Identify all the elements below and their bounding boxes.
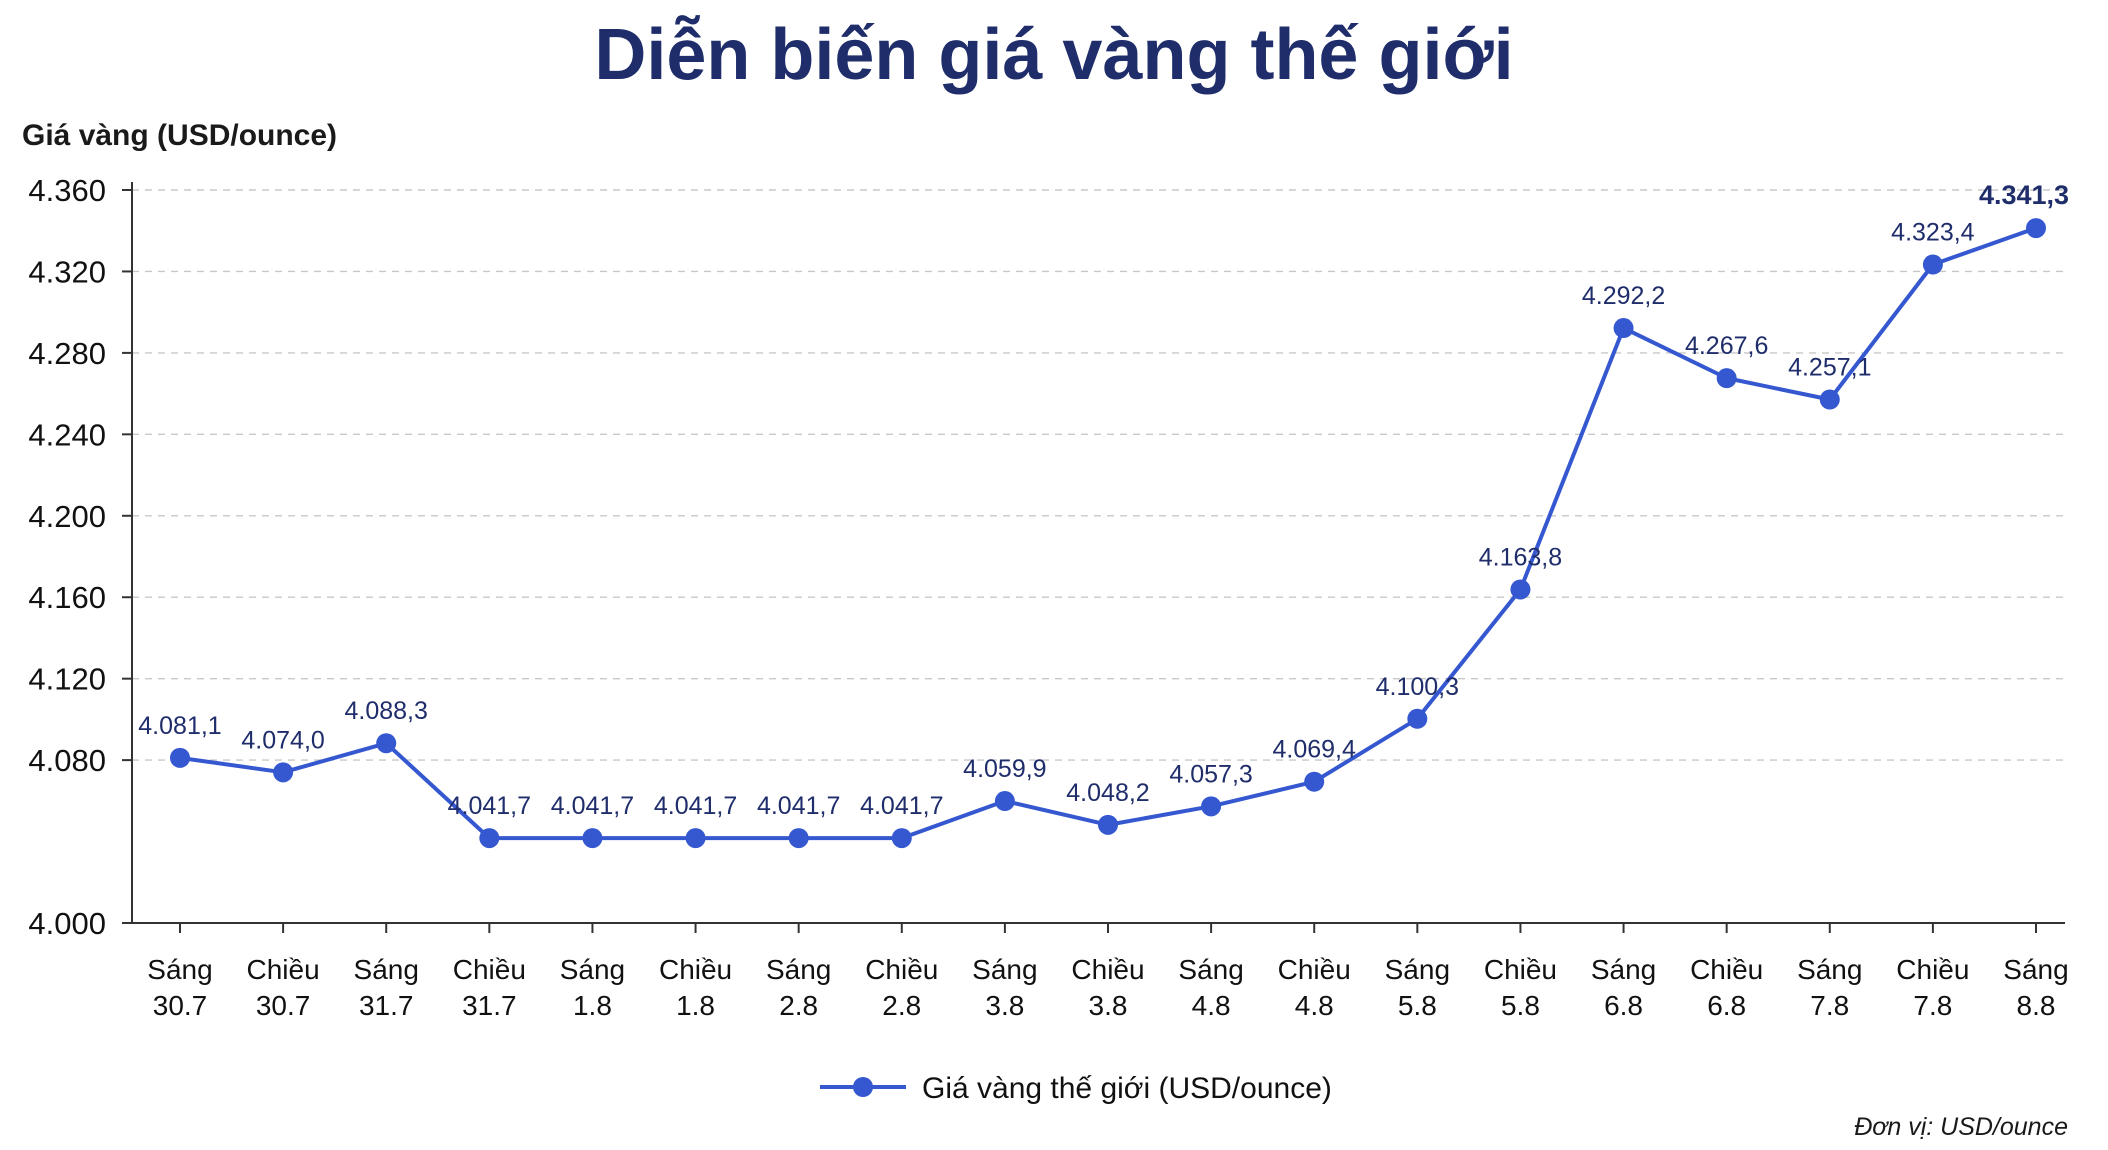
x-tick-label: Chiều 6.8 [1690,954,1763,1021]
data-point [1510,579,1531,600]
x-tick-label: Chiều 4.8 [1278,954,1351,1021]
data-point [1407,708,1428,729]
series-layer [170,218,2046,849]
data-point [170,747,190,768]
x-tick-label: Chiều 5.8 [1484,954,1557,1021]
x-tick-label: Sáng 5.8 [1385,954,1450,1021]
axes: 4.000 4.080 4.120 4.160 4.200 4.240 4.280 4.320… [28,173,2068,1021]
data-label: 4.081,1 [138,712,221,740]
x-tick-label: Chiều 30.7 [247,954,320,1021]
data-point [1304,771,1325,792]
data-label: 4.057,3 [1169,760,1252,788]
data-label: 4.041,7 [551,792,634,820]
legend-entry: Giá vàng thế giới (USD/ounce) [922,1072,1332,1105]
data-label: 4.074,0 [241,726,324,754]
data-label: 4.257,1 [1788,354,1871,382]
data-point [788,828,809,849]
x-tick-label: Chiều 7.8 [1896,954,1969,1021]
data-label: 4.267,6 [1685,332,1768,360]
y-tick-label: 4.200 [28,499,106,534]
data-point [1201,796,1222,817]
series-line [179,226,2037,841]
y-axis-label: Giá vàng (USD/ounce) [22,119,337,152]
x-tick-label: Sáng 7.8 [1797,954,1862,1021]
data-point [1716,368,1737,389]
data-point [1613,318,1634,339]
x-tick-label: Sáng 4.8 [1178,954,1243,1021]
y-tick-label: 4.320 [28,254,106,289]
data-label: 4.088,3 [345,697,428,725]
x-tick-label: Sáng 31.7 [354,954,419,1021]
y-tick-label: 4.000 [28,906,106,941]
y-tick-label: 4.080 [28,743,106,778]
data-point [891,828,912,849]
x-tick-label: Chiều 3.8 [1071,954,1144,1021]
data-label: 4.041,7 [448,792,531,820]
data-point [376,733,397,754]
x-tick-label: Chiều 2.8 [865,954,938,1021]
chart-title: Diễn biến giá vàng thế giới [594,15,1514,95]
data-label: 4.041,7 [757,792,840,820]
y-tick-label: 4.240 [28,417,106,452]
data-point [994,791,1015,812]
data-label: 4.041,7 [654,792,737,820]
data-labels: 4.081,1 4.074,0 4.088,3 4.041,7 4.041,7 4.041… [138,180,2069,820]
x-tick-label: Sáng 3.8 [972,954,1037,1021]
data-point [2026,218,2046,239]
y-tick-label: 4.360 [28,173,106,208]
unit-note: Đơn vị: USD/ounce [1854,1113,2068,1141]
data-point [1819,389,1840,410]
x-tick-label: Sáng 6.8 [1591,954,1656,1021]
data-label: 4.163,8 [1479,543,1562,571]
x-tick-label: Sáng 8.8 [2003,954,2068,1021]
x-tick-label: Sáng 2.8 [766,954,831,1021]
data-label: 4.341,3 [1979,180,2069,210]
x-tick-label: Sáng 30.7 [147,954,212,1021]
data-point [685,828,706,849]
data-label: 4.100,3 [1376,673,1459,701]
data-label: 4.059,9 [963,755,1046,783]
data-label: 4.041,7 [860,792,943,820]
x-tick-label: Sáng 1.8 [560,954,625,1021]
data-point [479,828,500,849]
data-point [582,828,603,849]
data-point [1922,254,1943,275]
data-label: 4.292,2 [1582,282,1665,310]
grid-lines [132,189,2065,761]
y-tick-label: 4.280 [28,336,106,371]
data-point [1098,814,1118,835]
x-tick-label: Chiều 1.8 [659,954,732,1021]
data-label: 4.069,4 [1273,736,1357,764]
data-label: 4.323,4 [1891,219,1975,247]
legend: Giá vàng thế giới (USD/ounce) [820,1072,1332,1105]
x-tick-label: Chiều 31.7 [453,954,526,1021]
legend-marker [853,1077,873,1097]
y-tick-label: 4.120 [28,662,106,697]
data-point [273,762,294,783]
y-tick-label: 4.160 [28,580,106,615]
data-label: 4.048,2 [1066,779,1149,807]
